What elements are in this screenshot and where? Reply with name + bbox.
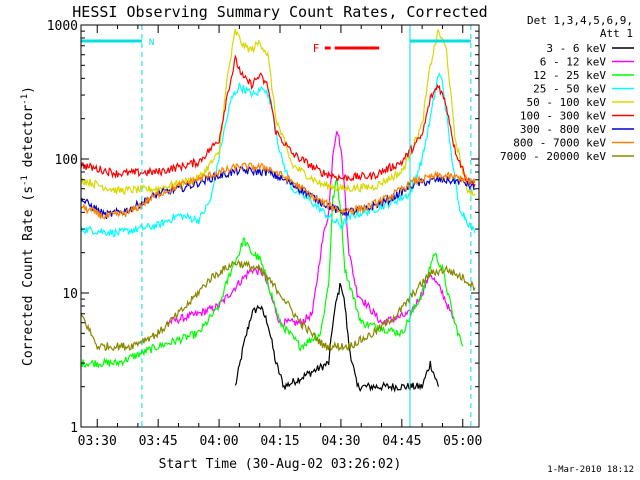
y-tick-label: 100 xyxy=(55,153,78,168)
x-tick-label: 04:45 xyxy=(382,434,421,449)
legend-label: 7000 - 20000 keV xyxy=(500,150,606,163)
series-line-5 xyxy=(80,54,476,188)
y-axis: 1 10 100 1000 xyxy=(47,19,479,436)
legend-label: 6 - 12 keV xyxy=(540,56,607,69)
legend-label: 25 - 50 keV xyxy=(533,83,606,96)
x-tick-label: 03:30 xyxy=(78,434,117,449)
x-axis: 03:30 03:45 04:00 04:15 04:30 04:45 05:00 xyxy=(78,25,482,449)
series-line-2 xyxy=(80,177,464,369)
series-line-7 xyxy=(80,162,476,220)
x-tick-label: 05:00 xyxy=(443,434,482,449)
y-tick-label: 1 xyxy=(70,421,78,436)
series-line-1 xyxy=(165,131,456,328)
timestamp: 1-Mar-2010 18:12 xyxy=(547,465,634,475)
legend-label: 12 - 25 keV xyxy=(533,69,606,82)
x-axis-label: Start Time (30-Aug-02 03:26:02) xyxy=(159,457,402,472)
series-line-8 xyxy=(80,259,476,352)
legend-label: 300 - 800 keV xyxy=(520,123,606,136)
x-tick-label: 04:30 xyxy=(321,434,360,449)
legend-label: 100 - 300 keV xyxy=(520,110,606,123)
series-line-4 xyxy=(80,28,476,197)
legend-header-line2: Att 1 xyxy=(600,27,633,40)
series-line-0 xyxy=(234,282,439,393)
x-tick-label: 04:00 xyxy=(200,434,239,449)
y-tick-label: 10 xyxy=(62,287,78,302)
chart-title: HESSI Observing Summary Count Rates, Cor… xyxy=(72,3,487,21)
y-axis-label: Corrected Count Rate (s-1 detector-1) xyxy=(20,86,36,366)
legend-label: 800 - 7000 keV xyxy=(513,137,606,150)
n-label: N xyxy=(149,38,154,48)
legend-header-line1: Det 1,3,4,5,6,9, xyxy=(527,14,633,27)
y-tick-label: 1000 xyxy=(47,19,78,34)
x-tick-label: 04:15 xyxy=(260,434,299,449)
series-line-3 xyxy=(80,72,476,238)
legend-label: 3 - 6 keV xyxy=(546,42,606,55)
legend-label: 50 - 100 keV xyxy=(527,96,607,109)
f-label: F xyxy=(313,42,320,55)
x-tick-label: 03:45 xyxy=(139,434,178,449)
